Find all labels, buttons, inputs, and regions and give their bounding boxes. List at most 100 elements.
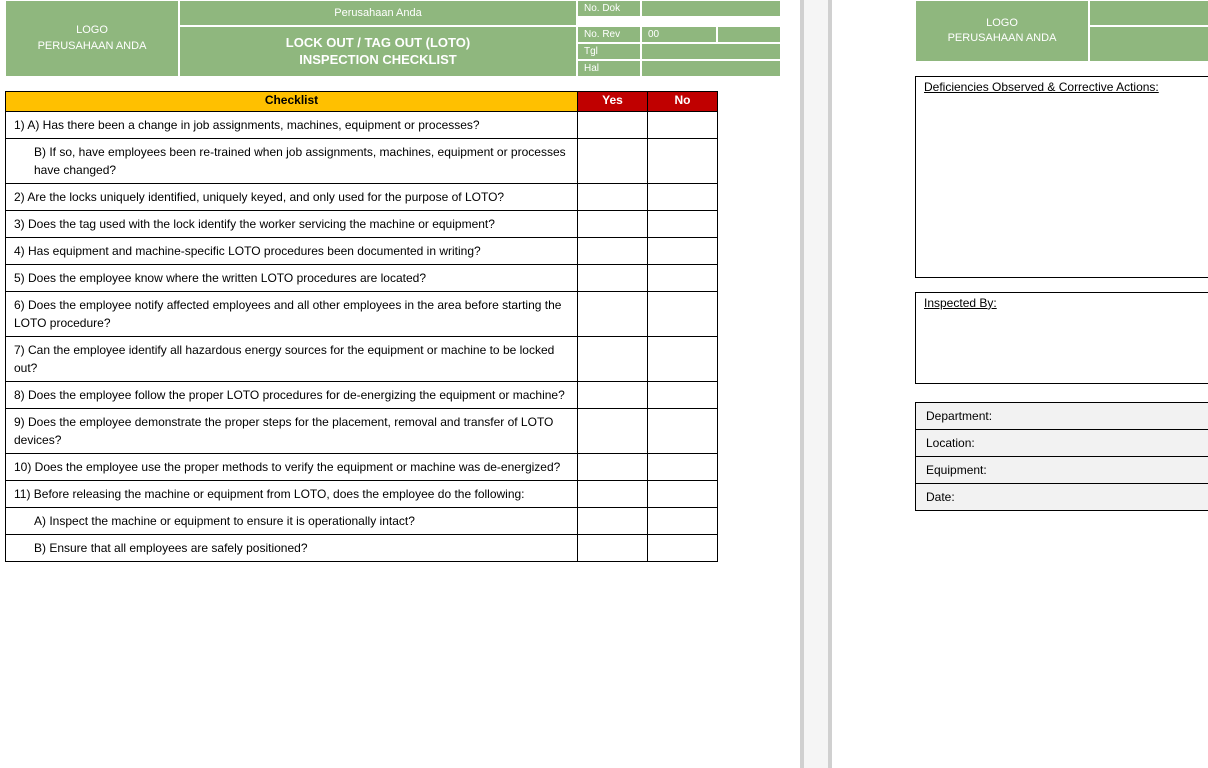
- checklist-yes-cell[interactable]: [578, 382, 648, 409]
- deficiencies-box: Deficiencies Observed & Corrective Actio…: [915, 76, 1208, 278]
- checklist-row: 4) Has equipment and machine-specific LO…: [6, 238, 718, 265]
- checklist-question: 5) Does the employee know where the writ…: [6, 265, 578, 292]
- checklist-row: 2) Are the locks uniquely identified, un…: [6, 184, 718, 211]
- checklist-yes-cell[interactable]: [578, 184, 648, 211]
- checklist-row: 1) A) Has there been a change in job ass…: [6, 112, 718, 139]
- checklist-no-cell[interactable]: [648, 409, 718, 454]
- checklist-header-row: Checklist Yes No: [6, 92, 718, 112]
- meta-hal-value: [641, 60, 781, 77]
- checklist-question: A) Inspect the machine or equipment to e…: [6, 508, 578, 535]
- col-header-no: No: [648, 92, 718, 112]
- checklist-yes-cell[interactable]: [578, 481, 648, 508]
- company-name: Perusahaan Anda: [334, 7, 421, 19]
- checklist-no-cell[interactable]: [648, 238, 718, 265]
- checklist-question: 6) Does the employee notify affected emp…: [6, 292, 578, 337]
- info-date[interactable]: Date:: [916, 483, 1208, 510]
- meta-tgl-value: [641, 43, 781, 60]
- inspected-by-body[interactable]: [916, 313, 1208, 383]
- header2-company-cell: [1089, 0, 1208, 26]
- inspected-by-label: Inspected By:: [916, 293, 1208, 313]
- checklist-yes-cell[interactable]: [578, 238, 648, 265]
- logo-text-1: LOGO: [76, 23, 108, 38]
- checklist-question: 1) A) Has there been a change in job ass…: [6, 112, 578, 139]
- checklist-no-cell[interactable]: [648, 292, 718, 337]
- deficiencies-label: Deficiencies Observed & Corrective Actio…: [916, 77, 1208, 97]
- doc-title-line1: LOCK OUT / TAG OUT (LOTO): [286, 35, 470, 52]
- page-1: LOGO PERUSAHAAN ANDA Perusahaan Anda No.…: [5, 0, 790, 562]
- checklist-question: 4) Has equipment and machine-specific LO…: [6, 238, 578, 265]
- checklist-row: B) If so, have employees been re-trained…: [6, 139, 718, 184]
- checklist-no-cell[interactable]: [648, 508, 718, 535]
- checklist-question: 8) Does the employee follow the proper L…: [6, 382, 578, 409]
- checklist-no-cell[interactable]: [648, 535, 718, 562]
- checklist-row: 6) Does the employee notify affected emp…: [6, 292, 718, 337]
- checklist-question: 9) Does the employee demonstrate the pro…: [6, 409, 578, 454]
- checklist-question: 10) Does the employee use the proper met…: [6, 454, 578, 481]
- checklist-yes-cell[interactable]: [578, 292, 648, 337]
- document-header-page2: LOGO PERUSAHAAN ANDA LO IN: [915, 0, 1208, 62]
- checklist-row: 5) Does the employee know where the writ…: [6, 265, 718, 292]
- doc-title-line2: INSPECTION CHECKLIST: [299, 52, 456, 69]
- col-header-yes: Yes: [578, 92, 648, 112]
- info-department[interactable]: Department:: [916, 402, 1208, 429]
- deficiencies-body[interactable]: [916, 97, 1208, 277]
- col-header-checklist: Checklist: [6, 92, 578, 112]
- checklist-no-cell[interactable]: [648, 481, 718, 508]
- logo2-text-1: LOGO: [986, 16, 1018, 31]
- header-logo-cell: LOGO PERUSAHAAN ANDA: [5, 0, 179, 77]
- header-company-cell: Perusahaan Anda: [179, 0, 577, 26]
- meta-norev-blank: [717, 26, 781, 43]
- info-row-equipment: Equipment:: [916, 456, 1208, 483]
- meta-nodok-value: [641, 0, 781, 17]
- viewport: LOGO PERUSAHAAN ANDA Perusahaan Anda No.…: [0, 0, 1208, 768]
- checklist-yes-cell[interactable]: [578, 508, 648, 535]
- checklist-row: B) Ensure that all employees are safely …: [6, 535, 718, 562]
- info-row-department: Department:: [916, 402, 1208, 429]
- checklist-yes-cell[interactable]: [578, 337, 648, 382]
- checklist-yes-cell[interactable]: [578, 265, 648, 292]
- checklist-question: B) Ensure that all employees are safely …: [6, 535, 578, 562]
- checklist-yes-cell[interactable]: [578, 112, 648, 139]
- checklist-no-cell[interactable]: [648, 139, 718, 184]
- header-title-cell: LOCK OUT / TAG OUT (LOTO) INSPECTION CHE…: [179, 26, 577, 77]
- meta-hal-label: Hal: [577, 60, 641, 77]
- info-location[interactable]: Location:: [916, 429, 1208, 456]
- checklist-yes-cell[interactable]: [578, 409, 648, 454]
- checklist-row: 8) Does the employee follow the proper L…: [6, 382, 718, 409]
- info-equipment[interactable]: Equipment:: [916, 456, 1208, 483]
- checklist-no-cell[interactable]: [648, 112, 718, 139]
- checklist-question: 7) Can the employee identify all hazardo…: [6, 337, 578, 382]
- checklist-question: 3) Does the tag used with the lock ident…: [6, 211, 578, 238]
- checklist-row: 3) Does the tag used with the lock ident…: [6, 211, 718, 238]
- info-table: Department: Location: Equipment: Date:: [915, 402, 1208, 511]
- checklist-row: 9) Does the employee demonstrate the pro…: [6, 409, 718, 454]
- checklist-question: 2) Are the locks uniquely identified, un…: [6, 184, 578, 211]
- checklist-yes-cell[interactable]: [578, 454, 648, 481]
- logo2-text-2: PERUSAHAAN ANDA: [948, 31, 1057, 46]
- page-gap: [804, 0, 828, 768]
- checklist-question: 11) Before releasing the machine or equi…: [6, 481, 578, 508]
- meta-norev-value: 00: [641, 26, 717, 43]
- checklist-yes-cell[interactable]: [578, 211, 648, 238]
- meta-tgl-label: Tgl: [577, 43, 641, 60]
- checklist-no-cell[interactable]: [648, 382, 718, 409]
- checklist-yes-cell[interactable]: [578, 139, 648, 184]
- meta-nodok-label: No. Dok: [577, 0, 641, 17]
- info-row-date: Date:: [916, 483, 1208, 510]
- document-header: LOGO PERUSAHAAN ANDA Perusahaan Anda No.…: [5, 0, 718, 77]
- checklist-no-cell[interactable]: [648, 211, 718, 238]
- checklist-no-cell[interactable]: [648, 184, 718, 211]
- logo-text-2: PERUSAHAAN ANDA: [38, 39, 147, 54]
- checklist-no-cell[interactable]: [648, 265, 718, 292]
- header2-logo-cell: LOGO PERUSAHAAN ANDA: [915, 0, 1089, 62]
- checklist-no-cell[interactable]: [648, 337, 718, 382]
- checklist-table: Checklist Yes No 1) A) Has there been a …: [5, 91, 718, 562]
- page-edge-right: [828, 0, 832, 768]
- checklist-no-cell[interactable]: [648, 454, 718, 481]
- info-row-location: Location:: [916, 429, 1208, 456]
- checklist-row: 7) Can the employee identify all hazardo…: [6, 337, 718, 382]
- inspected-by-box: Inspected By:: [915, 292, 1208, 384]
- header2-title-cell: LO IN: [1089, 26, 1208, 62]
- checklist-yes-cell[interactable]: [578, 535, 648, 562]
- page-2: LOGO PERUSAHAAN ANDA LO IN Deficiencies …: [915, 0, 1208, 511]
